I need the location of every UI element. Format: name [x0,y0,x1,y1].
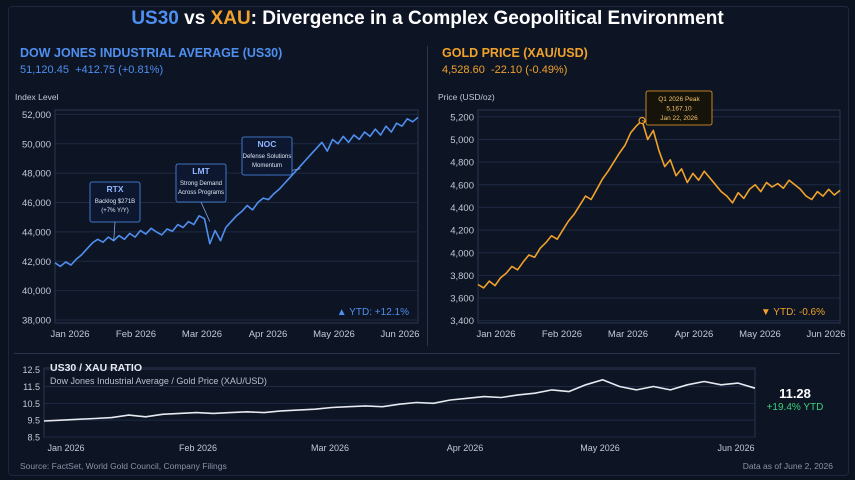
title-us30: US30 [131,8,179,29]
gold-y-axis-label: Price (USD/oz) [438,92,495,102]
us30-change: +412.75 (+0.81%) [75,64,164,76]
gold-change: -22.10 (-0.49%) [490,64,568,76]
title-vs: vs [178,8,211,29]
gold-peak-text: Q1 2026 Peak [658,96,700,103]
gold-series-line [477,119,841,289]
gold-peak-text: 5,167.10 [666,106,692,113]
gold-y-tick-label: 3,400 [450,316,474,327]
us30-chart: 38,000 40,000 42,000 44,000 46,000 48,000 50,0… [15,92,420,340]
gold-x-tick-label: Apr 2026 [675,329,714,340]
us30-x-tick-label: Jan 2026 [50,329,89,340]
annotation-line1: Strong Demand [180,181,222,187]
dashboard-frame [8,6,849,476]
gold-y-tick-label: 4,200 [450,226,474,237]
title-xau: XAU [210,8,251,29]
annotation-box [89,181,141,223]
us30-x-tick-label: Feb 2026 [116,329,156,340]
gold-peak-box [645,90,713,126]
annotations: RTX Backlog $271B (+7% Y/Y) LMT Strong Deman… [89,90,825,318]
annotation-ticker: RTX [107,184,124,194]
ratio-y-tick-label: 8.5 [27,433,40,443]
gold-x-tick-label: Jun 2026 [806,329,845,340]
gold-chart: 3,400 3,600 3,800 4,000 4,200 4,400 4,600 4,800… [438,92,846,340]
us30-plot-frame [54,109,419,324]
us30-y-tick-label: 48,000 [22,169,51,180]
gold-y-tick-label: 4,400 [450,203,474,214]
annotation-box [241,136,293,176]
gold-y-tick-label: 4,800 [450,158,474,169]
annotation-box [175,163,227,203]
title-rest: : Divergence in a Complex Geopolitical E… [250,8,724,29]
ratio-x-tick-label: Mar 2026 [311,443,349,453]
gold-y-tick-label: 4,600 [450,180,474,191]
us30-y-tick-label: 50,000 [22,139,51,150]
ratio-x-tick-label: Jun 2026 [717,443,754,453]
us30-y-tick-label: 52,000 [22,110,51,121]
annotation-line2: Momentum [252,163,282,169]
ratio-value: 11.28 [779,386,811,401]
annotation-line1: Backlog $271B [95,199,135,205]
us30-y-tick-label: 40,000 [22,286,51,297]
panel-divider-vertical [427,46,428,346]
us30-heading: DOW JONES INDUSTRIAL AVERAGE (US30) [20,46,283,60]
ratio-x-tick-label: Feb 2026 [179,443,217,453]
ratio-x-tick-label: May 2026 [580,443,620,453]
us30-ytd: ▲ YTD: +12.1% [337,307,409,318]
gold-y-tick-label: 3,600 [450,294,474,305]
annotation-leader [113,221,116,241]
annotation-line2: Across Programs [178,190,224,196]
us30-x-tick-label: Apr 2026 [249,329,288,340]
ratio-y-tick-label: 9.5 [27,416,40,426]
footer-source: Source: FactSet, World Gold Council, Com… [20,461,227,471]
gold-x-tick-label: Mar 2026 [608,329,648,340]
gold-ytd: ▼ YTD: -0.6% [761,307,825,318]
us30-y-tick-label: 44,000 [22,227,51,238]
footer-asof: Data as of June 2, 2026 [742,461,833,471]
gold-x-tick-label: Feb 2026 [542,329,582,340]
us30-price: 51,120.45 [20,64,69,76]
annotation-ticker: LMT [192,166,210,176]
ratio-heading: US30 / XAU RATIO [50,362,142,374]
us30-x-tick-label: May 2026 [313,329,355,340]
us30-x-tick-label: Mar 2026 [182,329,222,340]
us30-y-axis-label: Index Level [15,92,59,102]
ratio-x-tick-label: Apr 2026 [447,443,484,453]
gold-peak-text: Jan 22, 2026 [660,115,698,122]
annotation-ticker: NOC [258,139,277,149]
us30-y-tick-label: 42,000 [22,257,51,268]
gold-heading: GOLD PRICE (XAU/USD) [442,46,588,60]
gold-plot-frame [477,109,841,324]
gold-y-tick-label: 5,200 [450,112,474,123]
gold-y-tick-label: 5,000 [450,135,474,146]
us30-y-tick-label: 46,000 [22,198,51,209]
gold-y-tick-label: 3,800 [450,271,474,282]
us30-y-tick-label: 38,000 [22,316,51,327]
annotation-leader [200,201,211,222]
ratio-y-tick-label: 11.5 [23,382,40,392]
ratio-y-tick-label: 12.5 [22,365,40,375]
ratio-y-tick-label: 10.5 [22,399,40,409]
gold-x-tick-label: Jan 2026 [476,329,515,340]
gold-price: 4,528.60 [442,64,485,76]
page-title: US30 vs XAU: Divergence in a Complex Geo… [0,8,855,30]
annotation-line2: (+7% Y/Y) [101,208,128,214]
ratio-chart: 8.5 9.5 10.5 11.5 12.5 Jan 2026 Feb 2026 Mar 20… [22,365,756,453]
gold-quote: 4,528.60 -22.10 (-0.49%) [442,64,567,76]
gold-y-tick-label: 4,000 [450,248,474,259]
ratio-ytd: +19.4% YTD [766,402,824,413]
us30-x-tick-label: Jun 2026 [380,329,419,340]
us30-series-line [54,116,419,268]
ratio-subtitle: Dow Jones Industrial Average / Gold Pric… [50,376,267,386]
panel-divider-horizontal [14,353,840,354]
us30-quote: 51,120.45 +412.75 (+0.81%) [20,64,163,76]
gold-x-tick-label: May 2026 [739,329,781,340]
annotation-line1: Defense Solutions [243,154,292,160]
ratio-series-line [43,379,756,422]
ratio-x-tick-label: Jan 2026 [47,443,84,453]
